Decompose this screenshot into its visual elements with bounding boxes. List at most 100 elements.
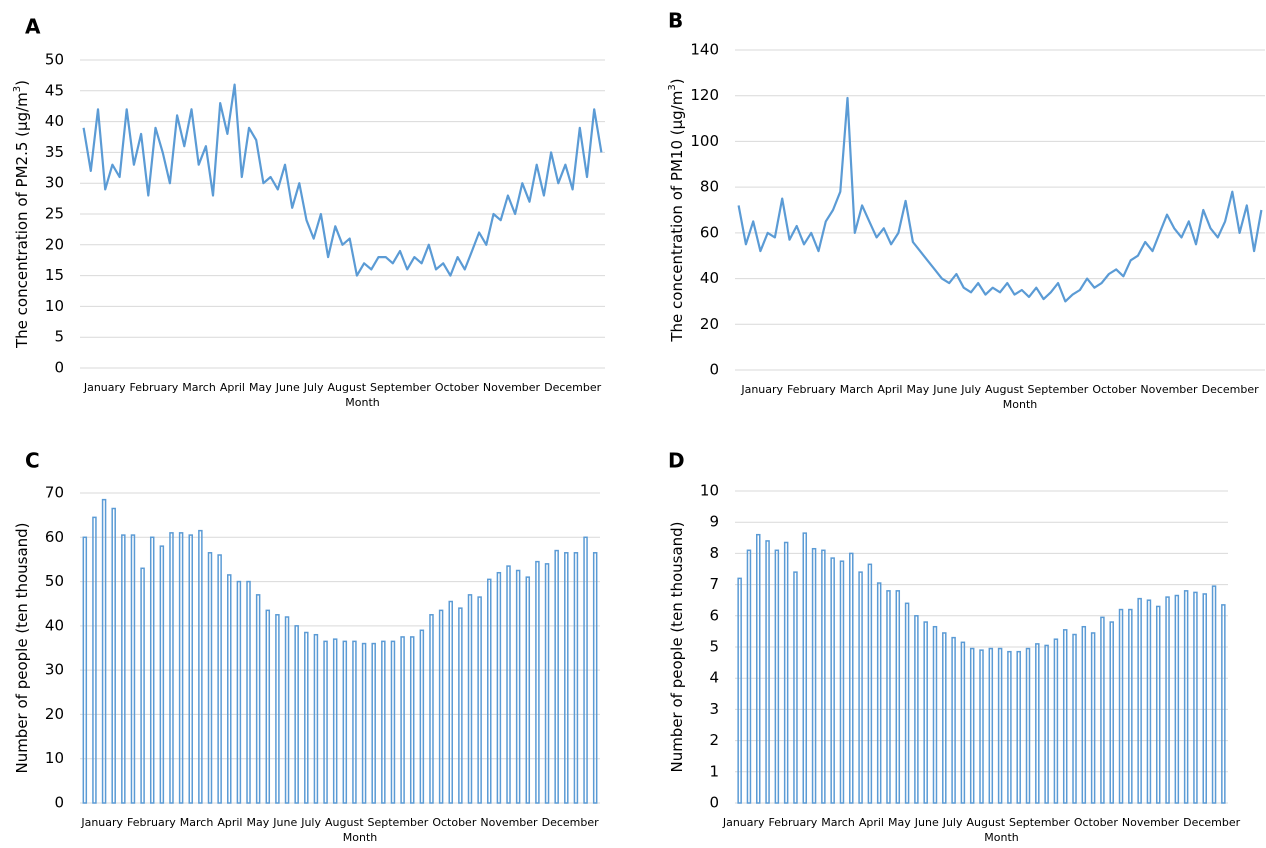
- bar: [554, 549, 559, 804]
- bar: [1044, 644, 1049, 804]
- bar: [1109, 621, 1114, 804]
- bar: [92, 516, 97, 804]
- x-tick-label: April: [877, 383, 902, 396]
- bar: [1137, 597, 1142, 804]
- bar: [1183, 590, 1189, 804]
- bar: [188, 534, 193, 804]
- bar: [111, 507, 116, 804]
- y-label-part: Number of people (ten thousand): [668, 521, 686, 772]
- bar: [207, 552, 213, 804]
- bar: [774, 549, 780, 804]
- y-tick-label: 100: [690, 132, 719, 150]
- x-tick-label: July: [303, 381, 324, 394]
- bar: [858, 571, 863, 804]
- bar: [1118, 608, 1124, 804]
- y-tick-label: 0: [54, 794, 64, 812]
- y-tick-label: 40: [700, 269, 719, 287]
- bar: [564, 552, 569, 804]
- y-tick-label: 30: [45, 661, 64, 679]
- bar: [323, 640, 328, 804]
- bar: [458, 607, 463, 804]
- bar: [783, 541, 789, 804]
- y-label-part: ): [668, 78, 686, 84]
- bar: [178, 532, 184, 804]
- y-tick-label: 120: [690, 86, 719, 104]
- x-tick-label: October: [1092, 383, 1136, 396]
- bar: [352, 640, 357, 804]
- bar: [914, 615, 919, 804]
- bar: [487, 578, 492, 804]
- bar: [821, 549, 826, 804]
- y-tick-label: 2: [709, 731, 719, 749]
- y-axis-label: Number of people (ten thousand): [13, 522, 31, 773]
- bar: [802, 532, 808, 804]
- x-tick-label: July: [300, 816, 321, 829]
- bar: [960, 641, 966, 804]
- x-tick-labels: January February March April May June July Augu…: [80, 816, 599, 829]
- x-tick-label: November: [1140, 383, 1198, 396]
- x-tick-label: April: [220, 381, 245, 394]
- y-label-part: The concentration of PM10 (μg/m: [668, 91, 686, 343]
- x-tick-label: March: [821, 816, 855, 829]
- panel-label: A: [25, 15, 41, 39]
- bar: [1128, 608, 1133, 804]
- bar: [849, 552, 854, 804]
- x-tick-label: October: [432, 816, 476, 829]
- x-tick-label: March: [840, 383, 874, 396]
- x-axis-label: Month: [345, 396, 380, 409]
- x-tick-label: December: [542, 816, 600, 829]
- x-tick-label: October: [1074, 816, 1118, 829]
- y-tick-label: 45: [45, 81, 64, 99]
- y-tick-label: 60: [700, 223, 719, 241]
- bar: [830, 557, 835, 804]
- bar: [419, 629, 425, 804]
- x-tick-label: August: [967, 816, 1006, 829]
- x-tick-label: November: [483, 381, 541, 394]
- y-tick-label: 8: [709, 544, 719, 562]
- x-tick-labels: January February March April May June July Augu…: [740, 383, 1259, 396]
- bar: [535, 560, 540, 804]
- bar: [438, 609, 444, 804]
- y-tick-label: 25: [45, 205, 64, 223]
- y-label-part: Number of people (ten thousand): [13, 522, 31, 773]
- bar: [496, 571, 502, 804]
- bar: [140, 567, 145, 804]
- bar: [381, 640, 386, 804]
- x-tick-label: August: [985, 383, 1024, 396]
- x-tick-label: June: [275, 381, 300, 394]
- x-tick-label: January: [740, 383, 783, 396]
- bar: [1072, 633, 1077, 804]
- x-tick-label: December: [544, 381, 602, 394]
- y-tick-label: 40: [45, 112, 64, 130]
- bar: [746, 549, 752, 804]
- bar: [1155, 605, 1161, 804]
- data-line: [82, 83, 603, 277]
- x-tick-label: October: [435, 381, 479, 394]
- bar: [811, 547, 817, 804]
- x-tick-label: November: [1122, 816, 1180, 829]
- data-line: [737, 96, 1263, 303]
- x-tick-label: May: [247, 816, 270, 829]
- bar: [1062, 629, 1068, 804]
- bar: [904, 602, 910, 804]
- bar: [839, 560, 845, 804]
- y-tick-label: 30: [45, 174, 64, 192]
- x-tick-label: August: [325, 816, 364, 829]
- y-tick-label: 1: [709, 762, 719, 780]
- bar: [400, 636, 405, 804]
- y-tick-label: 40: [45, 616, 64, 634]
- bar: [275, 614, 280, 804]
- bar: [294, 625, 299, 804]
- y-tick-label: 9: [709, 513, 719, 531]
- bar: [101, 498, 107, 804]
- bar: [583, 536, 588, 804]
- bar: [867, 563, 873, 804]
- bar: [988, 647, 994, 804]
- y-tick-label: 0: [709, 361, 719, 379]
- y-tick-label: 10: [45, 297, 64, 315]
- bar: [1007, 650, 1012, 804]
- x-axis-label: Month: [984, 831, 1019, 844]
- bar: [969, 647, 975, 804]
- x-tick-label: May: [907, 383, 930, 396]
- bar: [544, 563, 550, 804]
